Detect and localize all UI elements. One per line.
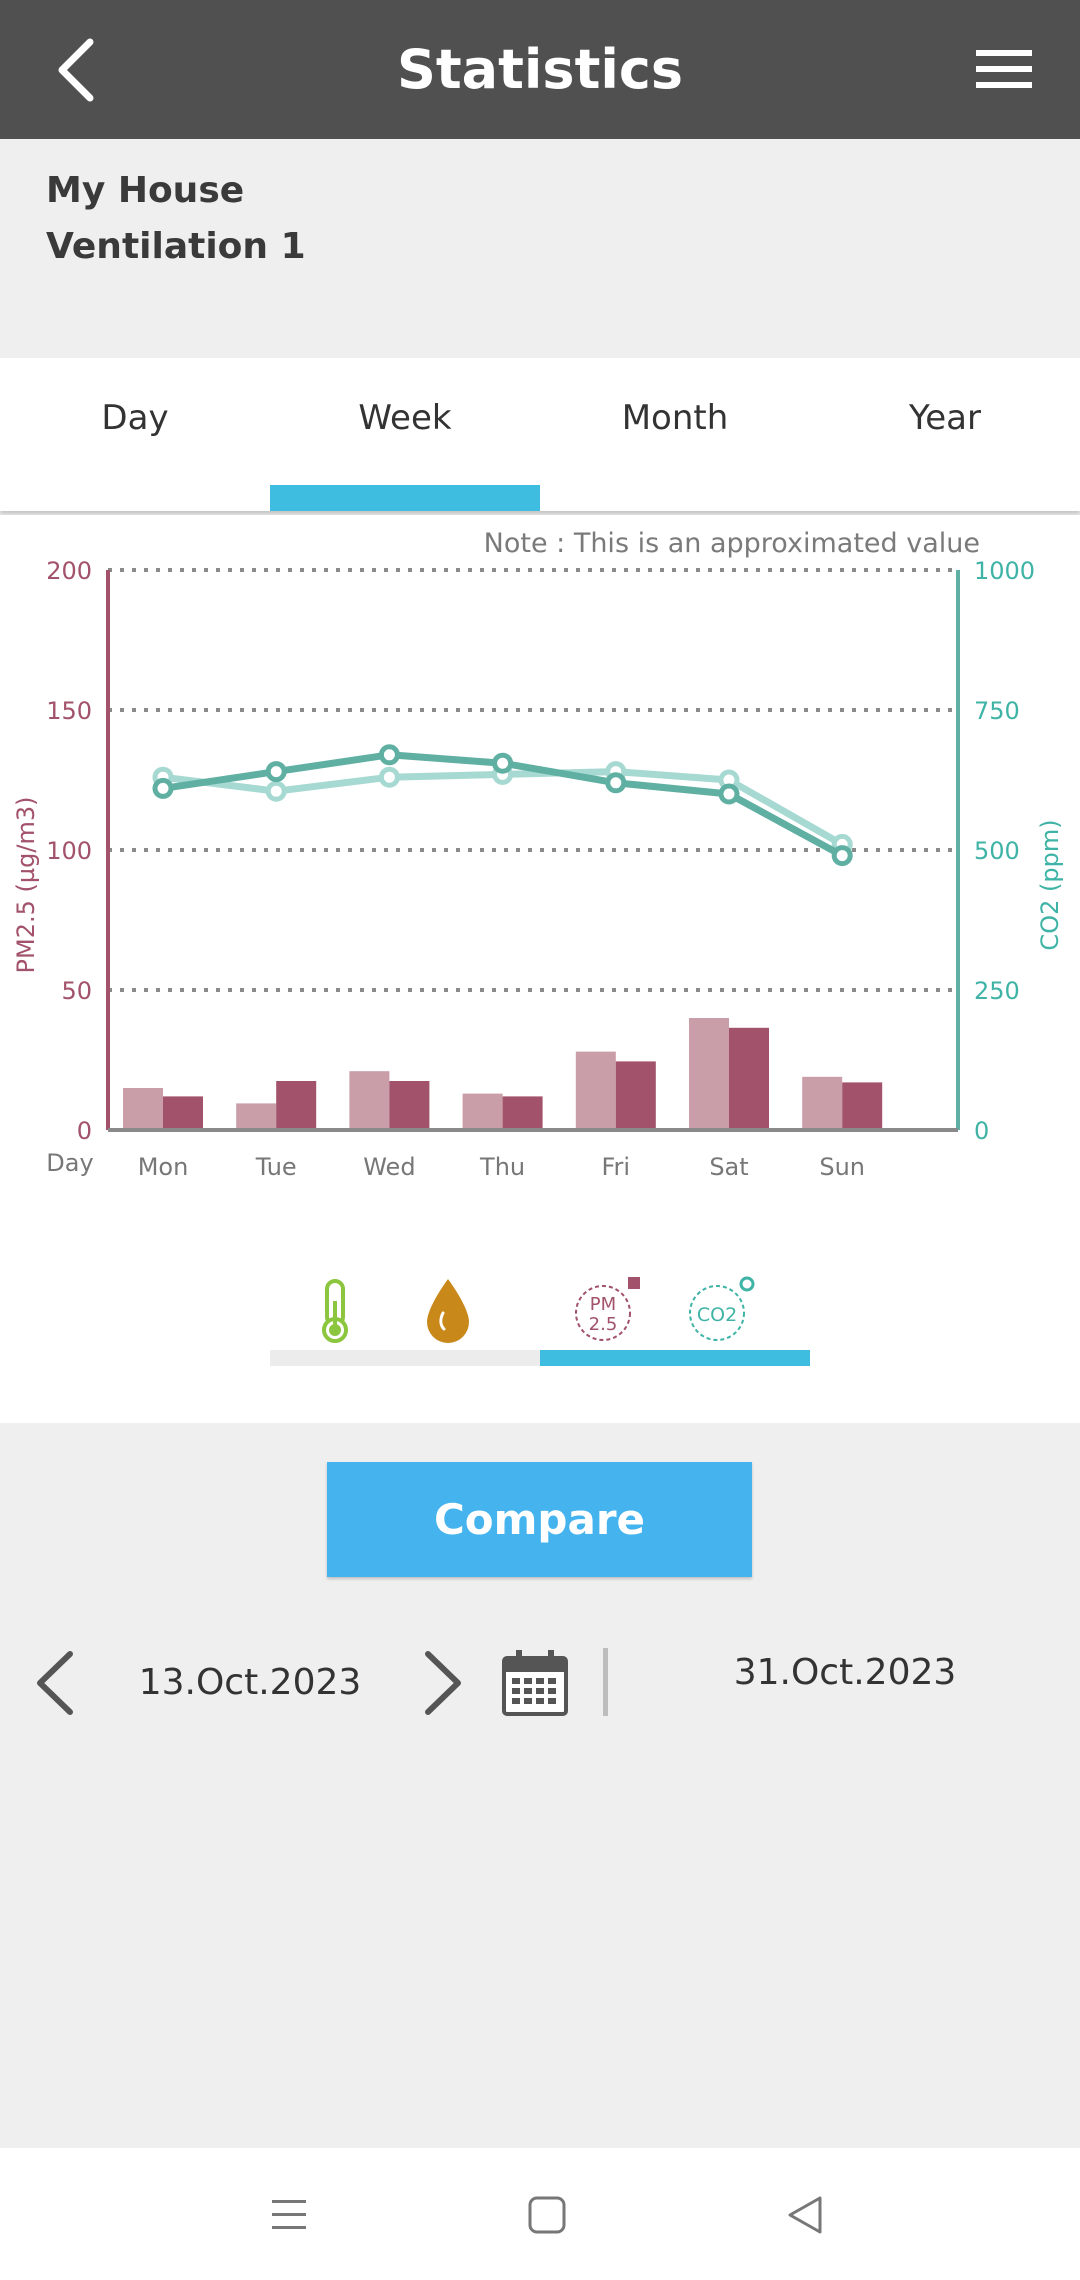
pm25-bar (462, 1093, 503, 1130)
y-right-tick-label: 1000 (974, 557, 1035, 585)
pm25-bar (349, 1071, 390, 1130)
svg-text:CO2: CO2 (697, 1304, 737, 1326)
start-date[interactable]: 13.Oct.2023 (138, 1662, 362, 1703)
co2-point (718, 783, 740, 805)
co2-selector[interactable]: CO2 (683, 1275, 763, 1345)
pm25-bar (729, 1027, 769, 1130)
date-divider (603, 1648, 608, 1716)
compare-button[interactable]: Compare (327, 1462, 752, 1577)
device-name: Ventilation 1 (46, 226, 306, 267)
hamburger-menu-icon (976, 50, 1032, 88)
thermometer-icon (322, 1279, 348, 1343)
y-left-tick-label: 100 (46, 837, 92, 865)
chevron-left-icon (37, 1651, 73, 1715)
recent-apps-icon (272, 2200, 306, 2229)
end-date[interactable]: 31.Oct.2023 (733, 1652, 957, 1693)
x-tick-label: Sat (709, 1153, 748, 1181)
pm25-bar (236, 1103, 277, 1130)
recent-apps-button[interactable] (264, 2190, 314, 2240)
y-left-tick-label: 50 (61, 977, 92, 1005)
x-axis-label: Day (46, 1149, 93, 1177)
co2-icon: CO2 (689, 1276, 755, 1341)
tab-week[interactable]: Week (358, 398, 452, 438)
y-left-tick-label: 150 (46, 697, 92, 725)
x-tick-label: Wed (363, 1153, 415, 1181)
pm25-bar (615, 1061, 656, 1130)
pm25-bar (502, 1096, 543, 1130)
nav-back-button[interactable] (780, 2190, 830, 2240)
chart-panel (0, 515, 1080, 1423)
y-right-axis-label: CO2 (ppm) (1036, 819, 1064, 950)
x-tick-label: Thu (479, 1153, 525, 1181)
back-icon (788, 2196, 822, 2234)
prev-date-button[interactable] (28, 1648, 84, 1718)
pm25-bar (802, 1076, 843, 1130)
home-button[interactable] (522, 2190, 572, 2240)
y-right-tick-label: 750 (974, 697, 1020, 725)
period-tabs (0, 358, 1080, 511)
tab-day[interactable]: Day (101, 398, 169, 438)
pm25-bar (123, 1088, 163, 1130)
calendar-icon (502, 1650, 568, 1716)
pm25-bar (276, 1081, 317, 1130)
co2-point (378, 744, 400, 766)
y-left-tick-label: 200 (46, 557, 92, 585)
svg-text:PM: PM (590, 1294, 616, 1315)
x-tick-label: Tue (255, 1153, 297, 1181)
chevron-right-icon (425, 1651, 461, 1715)
home-icon (528, 2196, 566, 2234)
system-navigation-bar (0, 2148, 1080, 2280)
calendar-button[interactable] (500, 1648, 570, 1718)
x-tick-label: Fri (602, 1153, 631, 1181)
co2-point (265, 780, 287, 802)
pm25-icon: PM 2.5 (575, 1277, 640, 1341)
page-title: Statistics (396, 38, 684, 101)
sensor-selector-active (540, 1350, 810, 1366)
tab-month[interactable]: Month (621, 398, 729, 438)
humidity-selector[interactable] (413, 1275, 483, 1345)
sensor-selector-track (270, 1350, 540, 1366)
menu-button[interactable] (960, 30, 1050, 110)
y-left-tick-label: 0 (77, 1117, 92, 1145)
co2-point (492, 752, 514, 774)
co2-point (152, 777, 174, 799)
tab-year[interactable]: Year (909, 398, 981, 438)
y-right-tick-label: 0 (974, 1117, 989, 1145)
pm25-bar (575, 1051, 616, 1130)
pm25-selector[interactable]: PM 2.5 (570, 1275, 650, 1345)
pm25-bar (389, 1081, 430, 1130)
pm25-bar (163, 1096, 203, 1130)
co2-point (265, 761, 287, 783)
app-header (0, 0, 1080, 139)
pm25-bar (842, 1082, 883, 1130)
co2-point (378, 766, 400, 788)
location-name: My House (46, 170, 245, 211)
co2-point (605, 772, 627, 794)
y-right-tick-label: 500 (974, 837, 1020, 865)
svg-text:2.5: 2.5 (589, 1314, 618, 1335)
approximation-note: Note : This is an approximated value (483, 528, 980, 559)
x-tick-label: Sun (819, 1153, 865, 1181)
active-tab-indicator (270, 485, 540, 511)
pm25-bar (689, 1018, 729, 1130)
y-left-axis-label: PM2.5 (µg/m3) (12, 797, 40, 974)
x-tick-label: Mon (138, 1153, 189, 1181)
statistics-chart: PM2.5 (µg/m3) CO2 (ppm) Day 200150100500… (12, 557, 1064, 1181)
co2-point (831, 845, 853, 867)
chevron-left-icon (58, 38, 94, 102)
temperature-selector[interactable] (300, 1275, 370, 1345)
back-button[interactable] (40, 30, 120, 110)
y-right-tick-label: 250 (974, 977, 1020, 1005)
next-date-button[interactable] (414, 1648, 470, 1718)
humidity-drop-icon (427, 1279, 469, 1343)
